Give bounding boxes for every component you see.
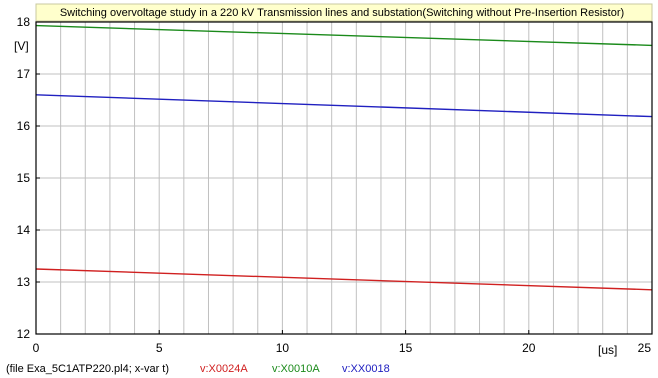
series-line-v-x0010a <box>35 24 653 47</box>
y-tick-label: 16 <box>17 119 31 133</box>
y-tick-label: 13 <box>17 275 31 289</box>
x-axis-ticks: 0 5 10 15 20 25 <box>33 330 653 355</box>
y-tick-label: 18 <box>17 15 31 29</box>
legend-entry: v:X0010A <box>272 363 320 375</box>
y-axis-ticks: 12 13 14 15 16 17 18 <box>17 15 40 341</box>
chart-title: Switching overvoltage study in a 220 kV … <box>60 7 624 19</box>
x-tick-label: 5 <box>156 341 163 355</box>
y-tick-label: 17 <box>17 67 31 81</box>
y-axis-unit: [V] <box>14 39 29 53</box>
grid <box>35 21 653 335</box>
legend-entry: v:X0024A <box>200 363 248 375</box>
x-tick-label: 0 <box>33 341 40 355</box>
y-tick-label: 14 <box>17 223 31 237</box>
x-tick-label: 25 <box>638 341 652 355</box>
y-tick-label: 15 <box>17 171 31 185</box>
title-box <box>35 3 653 22</box>
y-tick-label: 12 <box>17 327 31 341</box>
series-layer <box>35 24 653 291</box>
x-tick-label: 10 <box>276 341 290 355</box>
file-info: (file Exa_5C1ATP220.pl4; x-var t) <box>6 363 169 375</box>
legend-entry: v:XX0018 <box>342 363 390 375</box>
x-tick-label: 20 <box>522 341 536 355</box>
x-axis-unit: [us] <box>598 343 617 357</box>
legend: (file Exa_5C1ATP220.pl4; x-var t) v:X002… <box>6 363 390 375</box>
series-line-v-x0024a <box>35 268 653 291</box>
series-line-v-xx0018 <box>35 94 653 118</box>
x-tick-label: 15 <box>399 341 413 355</box>
